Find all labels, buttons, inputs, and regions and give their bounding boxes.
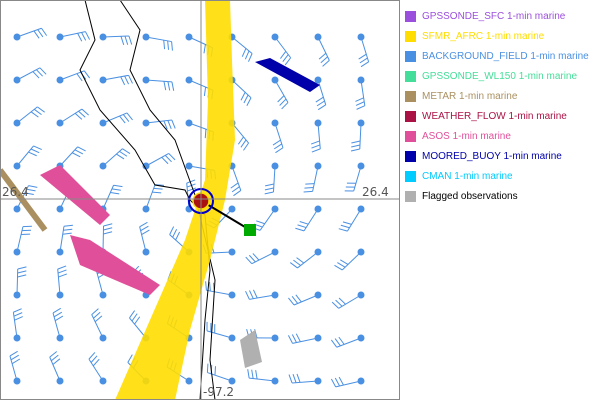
wind-barb [56,70,91,84]
metar-track [0,168,48,232]
legend-label: MOORED_BUOY 1-min marine [422,150,562,162]
wind-barb [245,289,279,300]
legend-swatch-icon [405,170,416,182]
wind-barb [99,148,131,170]
legend-item[interactable]: BACKGROUND_FIELD 1-min marine [405,46,598,66]
wind-barb [139,221,150,256]
legend-item[interactable]: ASOS 1-min marine [405,126,598,146]
wind-barb [99,33,133,46]
wind-barb [56,108,89,127]
wind-barb [330,376,365,388]
wind-barb [314,76,327,111]
wind-barb [56,265,68,299]
legend-swatch-icon [405,150,416,162]
wind-barb [49,351,64,385]
wind-barb [13,225,32,256]
legend-label: CMAN 1-min marine [422,170,513,182]
wind-barb [91,308,107,342]
wind-barb [310,119,322,153]
wind-barb [56,224,73,256]
wind-barb [142,33,173,51]
legend-swatch-icon [405,190,416,202]
legend-label: Flagged observations [422,190,518,202]
wind-barb [334,248,365,271]
legend-label: WEATHER_FLOW 1-min marine [422,110,567,122]
wind-barb [271,76,289,110]
wind-barb [56,31,91,42]
wind-barb [264,162,279,195]
legend-swatch-icon [405,90,416,102]
wind-barb [271,119,284,154]
wind-barb [52,307,64,342]
legend-swatch-icon [405,10,416,22]
wind-barb [303,162,322,193]
legend-swatch-icon [405,50,416,62]
wind-barb [99,112,133,127]
coastline [79,0,211,400]
wind-barb [330,334,365,348]
wind-barb [247,369,279,385]
wind-barb [13,145,42,170]
wind-barb [13,67,47,84]
wind-barb [350,119,365,152]
flagged-obs [240,330,262,368]
wind-barb [99,74,133,86]
legend-swatch-icon [405,110,416,122]
legend-label: METAR 1-min marine [422,90,518,102]
legend: GPSSONDE_SFC 1-min marine SFMR_AFRC 1-min… [405,6,598,206]
legend-item[interactable]: WEATHER_FLOW 1-min marine [405,106,598,126]
wind-barb [205,281,236,299]
asos-track [40,165,110,225]
wind-barb [13,266,27,299]
legend-item[interactable]: GPSSONDE_SFC 1-min marine [405,6,598,26]
legend-item[interactable]: SFMR_AFRC 1-min marine [405,26,598,46]
legend-item[interactable]: GPSSONDE_WL150 1-min marine [405,66,598,86]
wind-barb [245,248,279,265]
wind-barb [13,106,45,127]
wind-barb [13,27,48,41]
legend-label: SFMR_AFRC 1-min marine [422,30,545,42]
wind-barb [314,33,330,67]
legend-item[interactable]: METAR 1-min marine [405,86,598,106]
legend-swatch-icon [405,30,416,42]
legend-item[interactable]: MOORED_BUOY 1-min marine [405,146,598,166]
legend-label: BACKGROUND_FIELD 1-min marine [422,50,589,62]
lon-label-bottom: -97.2 [203,385,234,399]
legend-item[interactable]: CMAN 1-min marine [405,166,598,186]
wind-barb [355,76,366,110]
wind-barb [289,248,322,269]
wind-barb [142,153,176,170]
legend-item[interactable]: Flagged observations [405,186,598,206]
wind-map[interactable]: 26.4 26.4 -97.2 [0,0,400,400]
legend-swatch-icon [405,130,416,142]
wind-barb [88,352,107,385]
moored-buoy-track [255,58,320,92]
wind-barb [331,291,365,309]
wind-barb [288,291,322,306]
asos-track-2 [70,235,160,295]
wind-barb [206,321,236,342]
wind-barb [357,33,370,68]
legend-swatch-icon [405,70,416,82]
legend-label: GPSSONDE_SFC 1-min marine [422,10,566,22]
legend-label: GPSSONDE_WL150 1-min marine [422,70,578,82]
forecast-position-marker [244,224,256,236]
lat-label-right: 26.4 [362,185,389,199]
wind-barb [228,33,253,62]
wind-barb [287,333,322,344]
wind-barb [142,76,175,91]
coastline-2 [119,0,216,400]
wind-barb [344,162,365,192]
wind-barb [338,205,365,232]
wind-barb [295,205,322,232]
sfmr-afrc-track [115,0,235,400]
wind-barb [12,308,23,342]
wind-barb [288,373,322,385]
wind-barb [271,33,292,66]
legend-label: ASOS 1-min marine [422,130,511,142]
wind-barb [9,350,21,385]
wind-barb [142,119,176,130]
lat-label-left: 26.4 [2,185,29,199]
